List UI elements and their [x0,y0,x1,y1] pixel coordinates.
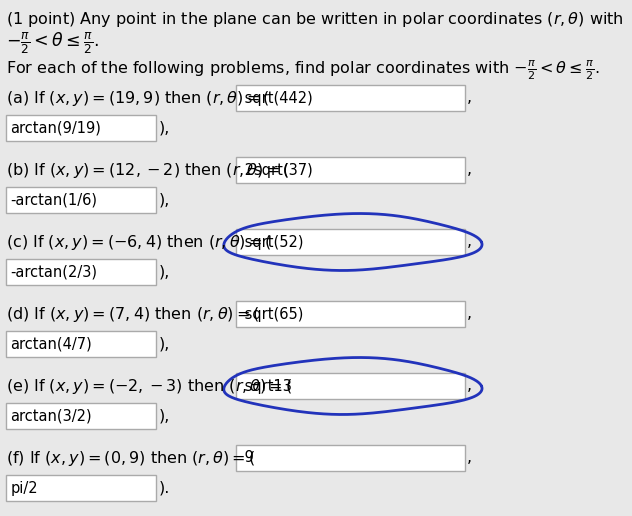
Text: ,: , [467,90,472,105]
Text: ,: , [467,307,472,321]
Bar [236,229,465,255]
Text: ),: ), [159,121,170,136]
Bar [236,445,465,471]
Text: 9: 9 [240,450,254,465]
Text: sqrt(442): sqrt(442) [240,90,313,105]
Text: ,: , [467,379,472,394]
Text: (a) If $(x, y) = (19, 9)$ then $(r, \theta) =$(: (a) If $(x, y) = (19, 9)$ then $(r, \the… [6,89,270,107]
Bar [6,115,156,141]
Text: -arctan(1/6): -arctan(1/6) [10,192,97,207]
Bar [236,301,465,327]
Text: arctan(9/19): arctan(9/19) [10,121,101,136]
Text: ,: , [467,450,472,465]
Text: ,: , [467,163,472,178]
Text: For each of the following problems, find polar coordinates with $-\frac{\pi}{2} : For each of the following problems, find… [6,58,600,82]
Text: (1 point) Any point in the plane can be written in polar coordinates $(r, \theta: (1 point) Any point in the plane can be … [6,10,624,29]
Bar [6,187,156,213]
Text: arctan(4/7): arctan(4/7) [10,336,92,351]
Text: sqrt13: sqrt13 [240,379,292,394]
Bar [236,85,465,111]
Text: sqrt(65): sqrt(65) [240,307,303,321]
Text: $-\frac{\pi}{2} < \theta \leq \frac{\pi}{2}$.: $-\frac{\pi}{2} < \theta \leq \frac{\pi}… [6,30,100,56]
Bar [236,373,465,399]
Text: ),: ), [159,265,170,280]
Text: ,: , [467,234,472,250]
Text: 2sqrt(37): 2sqrt(37) [240,163,313,178]
Text: sqrt(52): sqrt(52) [240,234,304,250]
Text: (b) If $(x, y) = (12, -2)$ then $(r, \theta) =$(: (b) If $(x, y) = (12, -2)$ then $(r, \th… [6,160,290,180]
Text: ),: ), [159,409,170,424]
Bar [236,157,465,183]
Text: (e) If $(x, y) = (-2, -3)$ then $(r, \theta) =$(: (e) If $(x, y) = (-2, -3)$ then $(r, \th… [6,377,293,395]
Text: pi/2: pi/2 [10,480,38,495]
Bar [6,259,156,285]
Bar [6,475,156,501]
Text: ),: ), [159,192,170,207]
Text: (d) If $(x, y) = (7, 4)$ then $(r, \theta) =$(: (d) If $(x, y) = (7, 4)$ then $(r, \thet… [6,304,260,324]
Text: ),: ), [159,336,170,351]
Text: (c) If $(x, y) = (-6, 4)$ then $(r, \theta) =$(: (c) If $(x, y) = (-6, 4)$ then $(r, \the… [6,233,272,251]
Text: arctan(3/2): arctan(3/2) [10,409,92,424]
Text: -arctan(2/3): -arctan(2/3) [10,265,97,280]
Text: ).: ). [159,480,170,495]
Bar [6,403,156,429]
Text: (f) If $(x, y) = (0, 9)$ then $(r, \theta) =$(: (f) If $(x, y) = (0, 9)$ then $(r, \thet… [6,448,255,467]
Bar [6,331,156,357]
